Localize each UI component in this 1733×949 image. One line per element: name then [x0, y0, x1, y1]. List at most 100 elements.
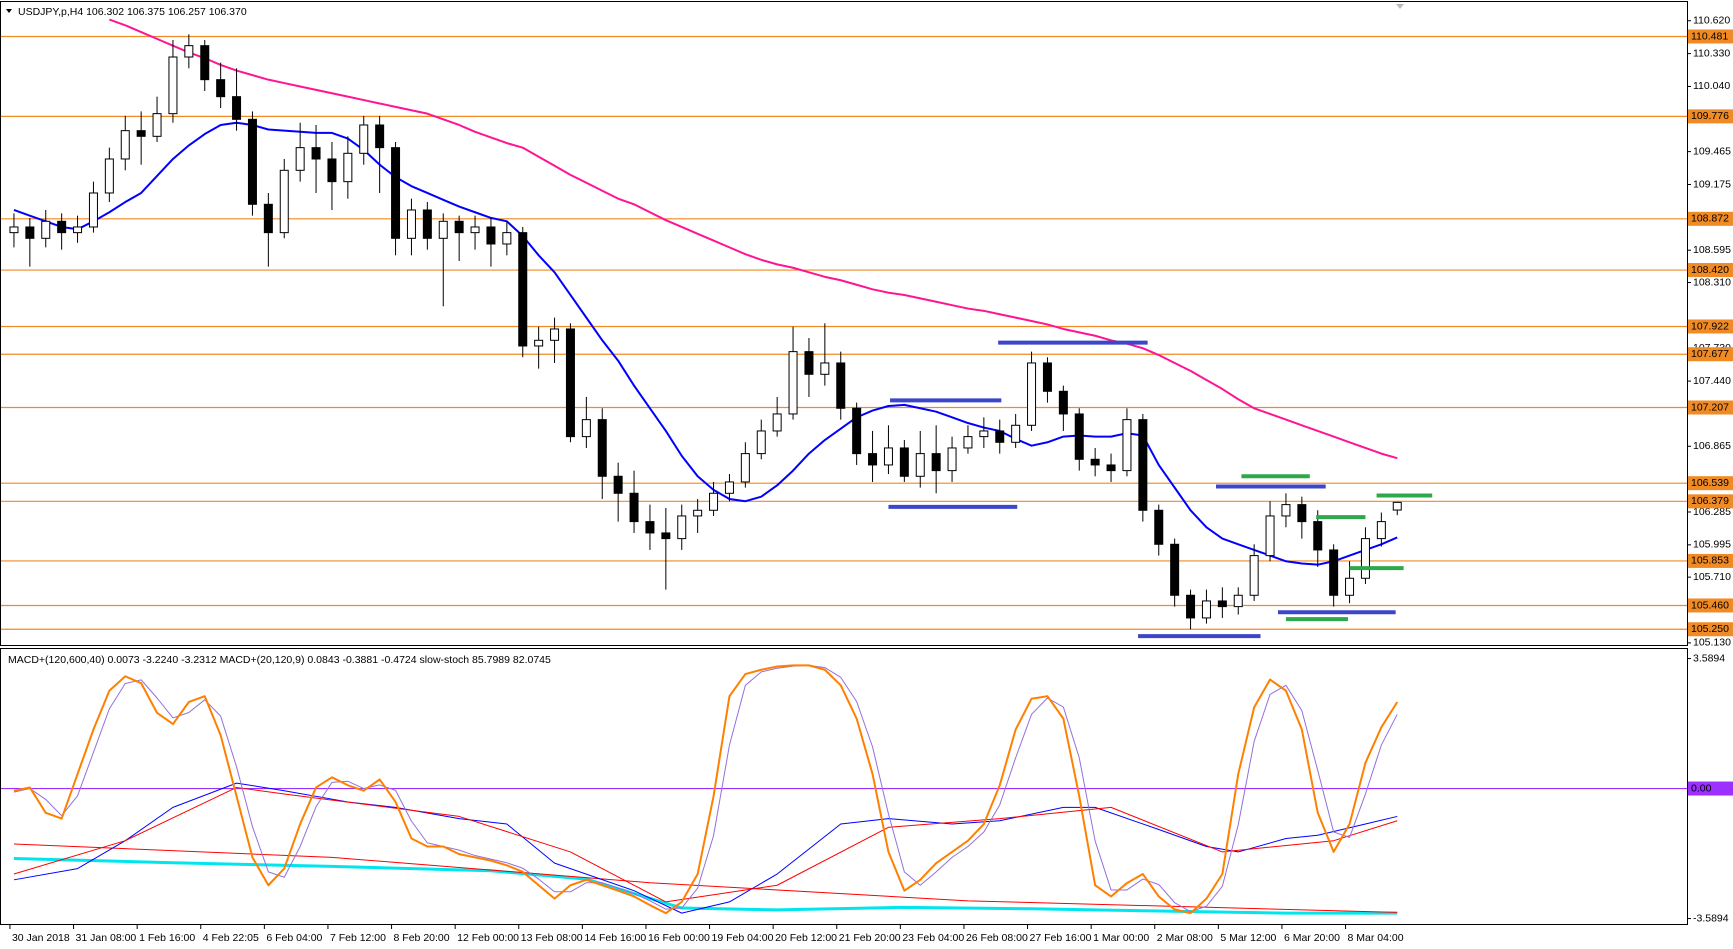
candle-body	[200, 45, 210, 81]
level-label: 107.922	[1691, 320, 1729, 332]
y-tick-label: 108.595	[1693, 244, 1731, 256]
level-label: 106.539	[1691, 477, 1729, 489]
candle-body	[136, 130, 146, 137]
candle-body	[709, 492, 719, 511]
y-tick-label: 106.865	[1693, 440, 1731, 452]
candle-body	[41, 220, 51, 239]
candle-body	[836, 362, 846, 409]
candle-body	[470, 226, 480, 234]
y-tick-label: 105.130	[1693, 637, 1731, 649]
x-tick-label: 14 Feb 16:00	[584, 932, 646, 944]
candle-body	[1011, 424, 1021, 443]
candle-body	[677, 515, 687, 540]
candle-body	[1360, 538, 1370, 579]
x-tick-label: 8 Mar 04:00	[1348, 932, 1404, 944]
candle-body	[740, 453, 750, 483]
candle-body	[645, 521, 655, 534]
candle-body	[422, 209, 432, 239]
level-label-box	[1688, 29, 1733, 44]
x-tick-label: 21 Feb 20:00	[839, 932, 901, 944]
candle-body	[343, 152, 353, 183]
price-pane-frame	[0, 1, 1688, 646]
x-tick-label: 6 Feb 04:00	[266, 932, 322, 944]
candle-body	[152, 113, 162, 137]
x-tick-label: 20 Feb 12:00	[775, 932, 837, 944]
y-tick-label: -3.5894	[1693, 912, 1729, 924]
moving-average	[13, 121, 1398, 566]
y-tick-label: 3.5894	[1693, 652, 1725, 664]
level-label-box	[1688, 553, 1733, 568]
candle-body	[1186, 594, 1196, 619]
level-label: 108.420	[1691, 264, 1729, 276]
candle-body	[263, 203, 273, 234]
candle-body	[1122, 419, 1132, 472]
candle-body	[1074, 413, 1084, 460]
x-tick-label: 31 Jan 08:00	[76, 932, 137, 944]
candle-body	[534, 339, 544, 347]
indicator-line	[13, 843, 1398, 913]
candle-body	[1233, 594, 1243, 608]
axes: 110.620 110.330 110.040 109.465 109.175 108.5…	[9, 15, 1733, 944]
x-tick-label: 23 Feb 04:00	[902, 932, 964, 944]
level-label-box	[1688, 211, 1733, 226]
x-tick-label: 4 Feb 22:05	[203, 932, 259, 944]
candle-body	[1345, 577, 1355, 596]
indicator-line	[13, 782, 1398, 914]
level-label: 108.872	[1691, 213, 1729, 225]
candle-body	[1154, 509, 1164, 545]
price-pane	[1, 18, 1687, 639]
candle-body	[1027, 362, 1037, 426]
candle-body	[979, 430, 989, 438]
candle-body	[502, 232, 512, 245]
candle-body	[295, 147, 305, 171]
candle-body	[327, 158, 337, 183]
candle-body	[1329, 549, 1339, 596]
menu-arrow[interactable]	[6, 9, 12, 13]
y-tick-label: 109.175	[1693, 178, 1731, 190]
level-label: 105.250	[1691, 623, 1729, 635]
indicator-line	[13, 664, 1399, 915]
level-label: 110.481	[1691, 30, 1728, 42]
candle-body	[820, 362, 830, 375]
candle-body	[1058, 390, 1068, 415]
level-label-box	[1688, 476, 1733, 491]
level-label: 106.379	[1691, 495, 1729, 507]
level-label: 105.460	[1691, 599, 1729, 611]
candle-body	[693, 509, 703, 517]
candle-body	[168, 56, 178, 115]
level-label-box	[1688, 319, 1733, 334]
candle-body	[899, 447, 909, 477]
candle-body	[1042, 362, 1052, 392]
candle-body	[1249, 555, 1259, 596]
level-label-box	[1688, 598, 1733, 613]
indicator-pane-frame	[0, 648, 1688, 925]
candle-body	[963, 436, 973, 449]
candle-body	[1281, 504, 1291, 517]
x-tick-label: 1 Feb 16:00	[139, 932, 195, 944]
level-label-box	[1688, 109, 1733, 124]
level-label: 109.776	[1691, 110, 1729, 122]
candle-body	[486, 226, 496, 245]
candle-body	[947, 447, 957, 472]
candle-body	[247, 118, 257, 205]
y-tick-label: 110.620	[1693, 15, 1730, 27]
candle-body	[724, 481, 734, 494]
x-tick-label: 1 Mar 00:00	[1093, 932, 1149, 944]
x-tick-label: 8 Feb 20:00	[394, 932, 450, 944]
candle-body	[232, 96, 242, 120]
candle-body	[1170, 543, 1180, 596]
y-tick-label: 105.710	[1693, 571, 1731, 583]
candle-body	[931, 453, 941, 472]
candle-body	[613, 475, 623, 494]
level-label-box	[1688, 494, 1733, 509]
candle-body	[1217, 600, 1227, 608]
candle-body	[852, 407, 862, 455]
level-label-box	[1688, 347, 1733, 362]
chart-title: USDJPY,p,H4 106.302 106.375 106.257 106.…	[18, 6, 247, 18]
candle-body	[1201, 600, 1211, 619]
candle-body	[565, 328, 575, 438]
candle-body	[1138, 419, 1148, 511]
candle-body	[9, 226, 19, 234]
candle-body	[438, 220, 448, 239]
candle-body	[391, 147, 401, 239]
